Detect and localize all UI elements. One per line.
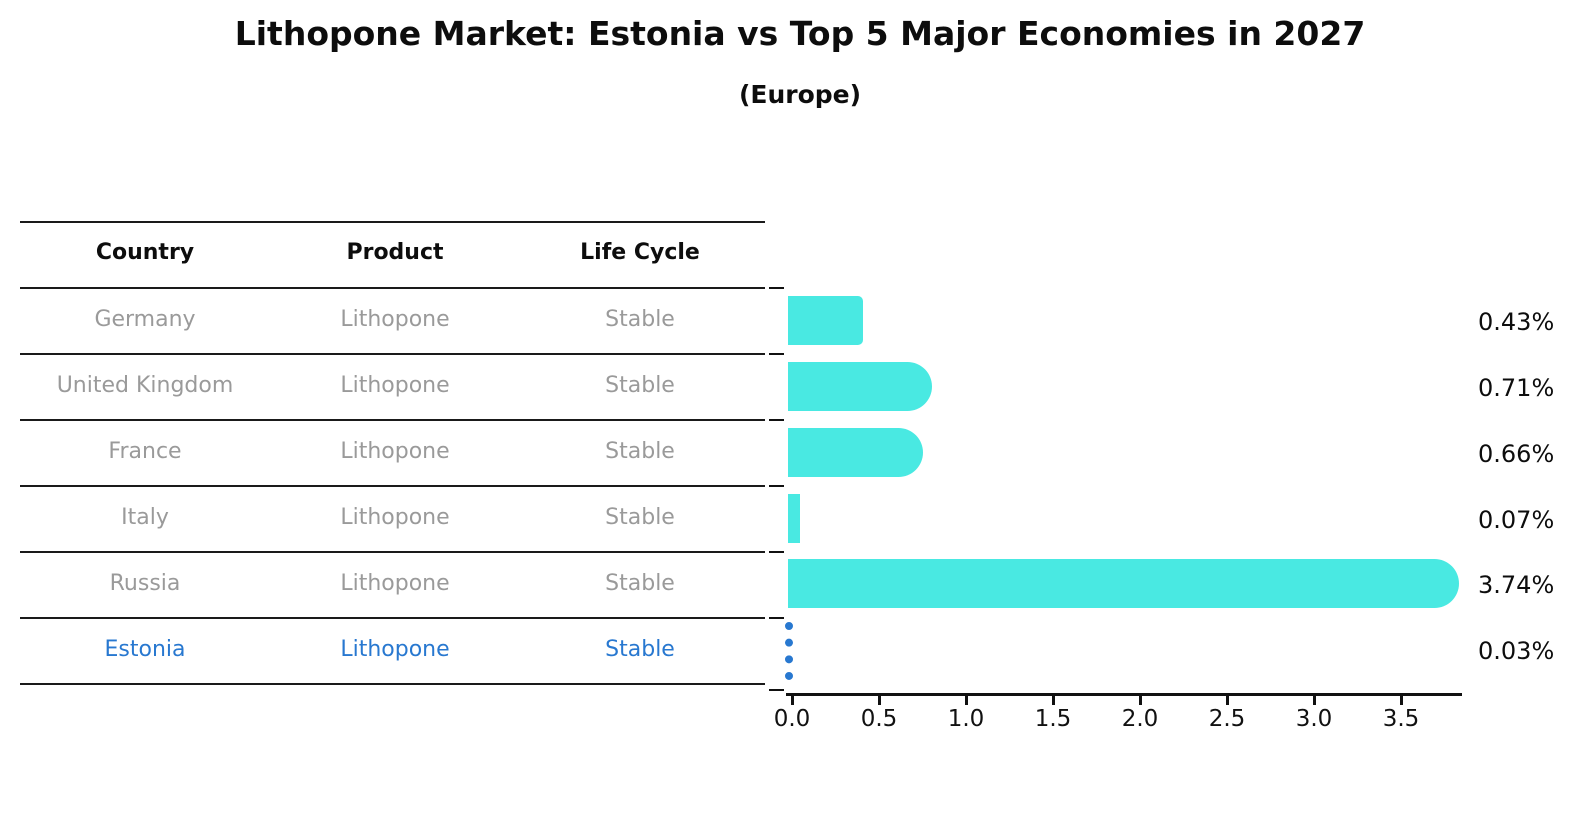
x-tick-label: 3.5	[1382, 706, 1420, 732]
x-tick-label: 0.0	[773, 706, 811, 732]
x-axis-tick	[878, 696, 881, 705]
x-axis-tick	[1226, 696, 1229, 705]
value-label: 0.71%	[1478, 374, 1555, 402]
product-cell: Lithopone	[340, 571, 450, 596]
country-cell: United Kingdom	[56, 373, 234, 398]
table-rule	[20, 353, 765, 355]
x-axis-tick	[1139, 696, 1142, 705]
y-axis-tick	[769, 419, 784, 421]
x-axis-tick	[965, 696, 968, 705]
y-axis-tick	[769, 689, 784, 691]
bar-russia	[788, 559, 1459, 608]
table-rule	[20, 551, 765, 553]
country-cell: Estonia	[104, 637, 186, 662]
x-tick-label: 2.5	[1208, 706, 1246, 732]
value-label: 0.66%	[1478, 440, 1555, 468]
bar-germany	[788, 296, 863, 345]
value-label: 0.03%	[1478, 637, 1555, 665]
bar-united-kingdom	[788, 362, 932, 411]
life-cycle-cell: Stable	[605, 505, 675, 530]
y-axis-tick	[769, 287, 784, 289]
product-cell: Lithopone	[340, 637, 450, 662]
product-cell: Lithopone	[340, 307, 450, 332]
life-cycle-cell: Stable	[605, 307, 675, 332]
table-rule	[20, 617, 765, 619]
bar-france	[788, 428, 923, 477]
y-axis-tick	[769, 551, 784, 553]
y-axis-tick	[769, 353, 784, 355]
life-cycle-cell: Stable	[605, 373, 675, 398]
bar-italy	[788, 494, 800, 543]
x-axis-tick	[1052, 696, 1055, 705]
table-rule	[20, 683, 765, 685]
table-rule	[20, 485, 765, 487]
country-cell: Russia	[109, 571, 181, 596]
table-rule	[20, 221, 765, 223]
x-tick-label: 3.0	[1295, 706, 1333, 732]
table-header-product: Product	[346, 240, 444, 265]
product-cell: Lithopone	[340, 439, 450, 464]
y-axis-tick	[769, 617, 784, 619]
x-tick-label: 1.5	[1034, 706, 1072, 732]
life-cycle-cell: Stable	[605, 439, 675, 464]
x-axis-line	[786, 693, 1462, 696]
table-header-country: Country	[95, 240, 195, 265]
y-axis-tick	[769, 485, 784, 487]
x-axis-tick	[791, 696, 794, 705]
x-tick-label: 2.0	[1121, 706, 1159, 732]
bar-estonia-dotted-marker	[785, 622, 793, 680]
x-axis-tick	[1313, 696, 1316, 705]
table-rule	[20, 287, 765, 289]
country-cell: France	[108, 439, 182, 464]
chart-title: Lithopone Market: Estonia vs Top 5 Major…	[234, 14, 1366, 53]
life-cycle-cell: Stable	[605, 571, 675, 596]
table-header-life-cycle: Life Cycle	[580, 240, 700, 265]
x-tick-label: 1.0	[947, 706, 985, 732]
country-cell: Germany	[94, 307, 196, 332]
table-rule	[20, 419, 765, 421]
life-cycle-cell: Stable	[605, 637, 675, 662]
value-label: 3.74%	[1478, 571, 1555, 599]
x-tick-label: 0.5	[860, 706, 898, 732]
product-cell: Lithopone	[340, 373, 450, 398]
value-label: 0.07%	[1478, 506, 1555, 534]
chart-subtitle: (Europe)	[738, 80, 862, 109]
product-cell: Lithopone	[340, 505, 450, 530]
x-axis-tick	[1400, 696, 1403, 705]
country-cell: Italy	[121, 505, 169, 530]
value-label: 0.43%	[1478, 308, 1555, 336]
